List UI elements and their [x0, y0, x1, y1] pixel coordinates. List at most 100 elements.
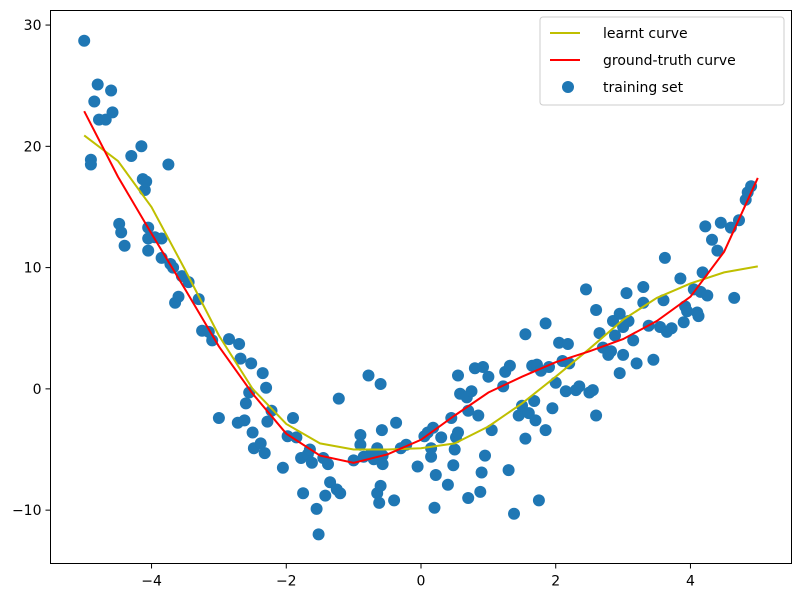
scatter-point: [84, 158, 97, 171]
scatter-point: [613, 307, 626, 320]
scatter-point: [539, 424, 552, 437]
scatter-point: [637, 281, 650, 293]
scatter-point: [452, 426, 464, 439]
scatter-point: [427, 421, 440, 434]
scatter-point: [512, 409, 525, 422]
legend: learnt curve ground-truth curve training s…: [539, 16, 785, 106]
scatter-point: [711, 244, 724, 257]
scatter-point: [559, 385, 572, 398]
legend-label: ground-truth curve: [603, 53, 736, 69]
scatter-point: [617, 348, 630, 361]
scatter-point: [322, 458, 334, 471]
scatter-point: [258, 447, 271, 460]
scatter-point: [609, 329, 621, 342]
y-axis: −10 0 10 20 30: [12, 18, 51, 519]
scatter-point: [375, 424, 388, 437]
plot-frame: [50, 10, 792, 564]
x-tick-label: 4: [686, 574, 695, 590]
scatter-point: [135, 140, 148, 153]
scatter-point: [239, 397, 252, 410]
legend-label: training set: [603, 80, 684, 96]
scatter-point: [172, 290, 185, 303]
scatter-point: [546, 402, 559, 415]
scatter-point: [246, 426, 259, 439]
scatter-point: [374, 378, 387, 390]
scatter-point: [245, 357, 258, 370]
line-series-learnt-curve: [83, 134, 758, 451]
scatter-point: [627, 334, 640, 347]
scatter-point: [681, 305, 694, 318]
scatter-point: [593, 327, 606, 340]
scatter-point: [290, 431, 303, 444]
scatter-point: [630, 357, 643, 370]
scatter-point: [580, 283, 592, 296]
scatter-point: [276, 461, 289, 474]
scatter-point: [477, 361, 489, 373]
scatter-point: [728, 291, 741, 304]
scatter-point: [182, 276, 195, 289]
scatter-point: [297, 487, 310, 500]
scatter-point: [354, 429, 367, 441]
y-tick-label: −10: [12, 503, 42, 519]
scatter-point: [475, 466, 488, 479]
legend-marker-swatch: [562, 81, 574, 93]
scatter-point: [261, 415, 274, 428]
scatter-point: [472, 409, 485, 422]
scatter-point: [106, 106, 119, 119]
scatter-point: [390, 416, 403, 429]
scatter-point: [88, 95, 101, 108]
scatter-point: [312, 528, 325, 541]
scatter-point: [125, 150, 138, 162]
scatter-point: [332, 392, 345, 405]
scatter-point: [452, 369, 464, 382]
scatter-point: [465, 385, 478, 398]
scatter-point: [319, 489, 332, 502]
x-tick-label: −4: [141, 574, 162, 590]
scatter-point: [605, 345, 617, 358]
scatter-point: [212, 412, 225, 424]
scatter-point: [447, 459, 460, 472]
scatter-point: [425, 442, 438, 455]
scatter-point: [347, 454, 360, 467]
scatter-point: [519, 328, 532, 341]
scatter-point: [665, 322, 678, 335]
scatter-point: [105, 84, 118, 97]
scatter-point: [238, 414, 251, 427]
scatter-point: [528, 395, 541, 407]
scatter-point: [674, 272, 687, 285]
scatter-point: [586, 384, 599, 397]
scatter-point: [692, 310, 705, 323]
scatter-point: [234, 352, 247, 365]
legend-label: learnt curve: [603, 26, 688, 42]
scatter-point: [256, 367, 269, 380]
scatter-point: [677, 316, 690, 329]
scatter-point: [502, 464, 515, 477]
scatter-point: [435, 431, 448, 444]
scatter-point: [590, 409, 603, 422]
line-series-ground-truth-curve: [83, 110, 759, 464]
scatter-point: [260, 381, 273, 394]
x-axis: −4 −2 0 2 4: [141, 563, 695, 590]
x-tick-label: 0: [417, 574, 426, 590]
scatter-point: [658, 251, 671, 264]
scatter-point: [374, 479, 387, 492]
scatter-point: [142, 244, 155, 257]
scatter-point: [287, 412, 299, 424]
scatter-point: [118, 239, 131, 252]
plot-area: [78, 34, 759, 541]
scatter-point: [425, 450, 438, 463]
x-tick-label: −2: [276, 574, 297, 590]
scatter-point: [310, 502, 323, 515]
scatter-point: [706, 233, 718, 246]
scatter-point: [563, 357, 576, 370]
scatter-point: [115, 226, 128, 239]
scatter-point: [140, 175, 153, 188]
scatter-point: [553, 336, 566, 349]
scatter-point: [590, 304, 603, 316]
scatter-point: [503, 359, 516, 372]
scatter-point: [305, 456, 318, 469]
scatter-point: [613, 367, 626, 380]
scatter-point: [714, 216, 727, 229]
scatter-point: [532, 494, 545, 507]
